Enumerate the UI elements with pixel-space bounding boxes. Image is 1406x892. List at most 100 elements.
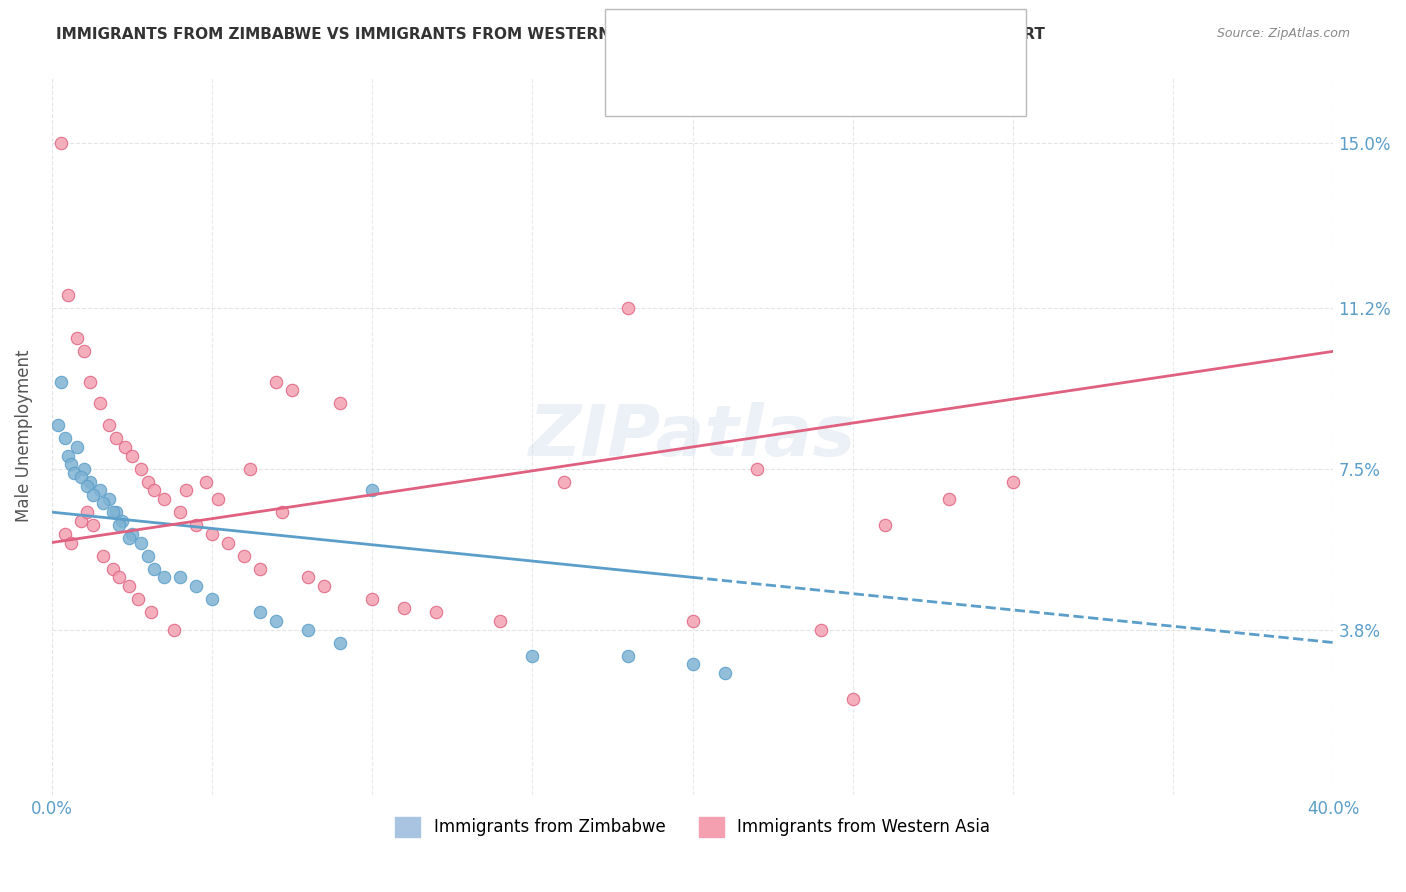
Point [108, 518, 131, 533]
Point [617, 648, 640, 663]
Point [682, 614, 704, 628]
Point [249, 562, 271, 576]
Point [98, 418, 121, 433]
Point [131, 461, 153, 475]
Point [117, 579, 139, 593]
Point [108, 570, 131, 584]
Point [143, 483, 166, 498]
Point [51, 375, 73, 389]
Point [63, 466, 86, 480]
Legend: Immigrants from Zimbabwe, Immigrants from Western Asia: Immigrants from Zimbabwe, Immigrants fro… [388, 810, 997, 844]
Point [139, 605, 162, 619]
Point [184, 518, 207, 533]
Point [873, 518, 896, 533]
Point [104, 505, 127, 519]
Point [239, 461, 262, 475]
Point [264, 614, 287, 628]
Point [297, 570, 319, 584]
Text: N = 37: N = 37 [853, 35, 915, 53]
Point [89, 396, 111, 410]
Point [143, 562, 166, 576]
Point [121, 527, 143, 541]
Point [249, 605, 271, 619]
Point [392, 600, 415, 615]
Point [281, 384, 304, 398]
Point [117, 531, 139, 545]
Point [89, 483, 111, 498]
Point [91, 496, 114, 510]
Point [425, 605, 447, 619]
Point [114, 440, 136, 454]
Point [82, 518, 104, 533]
Point [66, 440, 89, 454]
Point [361, 592, 384, 607]
Point [53, 527, 76, 541]
Point [53, 431, 76, 445]
Point [56, 287, 79, 301]
Point [329, 396, 352, 410]
Point [489, 614, 512, 628]
Point [184, 579, 207, 593]
Text: IMMIGRANTS FROM ZIMBABWE VS IMMIGRANTS FROM WESTERN ASIA MALE UNEMPLOYMENT CORRE: IMMIGRANTS FROM ZIMBABWE VS IMMIGRANTS F… [56, 27, 1045, 42]
Point [121, 449, 143, 463]
Point [131, 535, 153, 549]
Point [297, 623, 319, 637]
Point [73, 461, 96, 475]
Point [59, 458, 82, 472]
Point [101, 505, 124, 519]
Point [264, 375, 287, 389]
Point [169, 505, 191, 519]
Text: ZIPatlas: ZIPatlas [529, 401, 856, 471]
Point [201, 592, 224, 607]
Text: R =   0.347: R = 0.347 [690, 71, 793, 89]
Point [76, 505, 98, 519]
Point [153, 570, 176, 584]
Text: N = 55: N = 55 [853, 71, 915, 89]
Point [104, 431, 127, 445]
Point [82, 488, 104, 502]
Point [56, 449, 79, 463]
Point [842, 692, 865, 706]
Point [136, 549, 159, 563]
Point [169, 570, 191, 584]
Point [59, 535, 82, 549]
Point [233, 549, 256, 563]
Point [682, 657, 704, 672]
Point [127, 592, 149, 607]
Point [101, 562, 124, 576]
Point [713, 665, 735, 680]
Point [194, 475, 217, 489]
Text: Source: ZipAtlas.com: Source: ZipAtlas.com [1216, 27, 1350, 40]
Text: R = -0.094: R = -0.094 [690, 35, 787, 53]
Point [201, 527, 224, 541]
Point [69, 470, 91, 484]
Bar [633, 67, 679, 95]
Point [69, 514, 91, 528]
Point [111, 514, 134, 528]
Point [79, 375, 101, 389]
Point [271, 505, 294, 519]
Point [176, 483, 198, 498]
Point [91, 549, 114, 563]
Point [79, 475, 101, 489]
Point [76, 479, 98, 493]
Point [329, 635, 352, 649]
Point [162, 623, 184, 637]
Point [314, 579, 336, 593]
Point [207, 492, 229, 507]
Y-axis label: Male Unemployment: Male Unemployment [15, 350, 32, 523]
Point [553, 475, 575, 489]
Point [361, 483, 384, 498]
Point [217, 535, 239, 549]
Point [938, 492, 960, 507]
Point [522, 648, 544, 663]
Point [617, 301, 640, 315]
Point [153, 492, 176, 507]
Point [98, 492, 121, 507]
Point [810, 623, 832, 637]
Point [1001, 475, 1024, 489]
Point [51, 136, 73, 150]
Point [136, 475, 159, 489]
Point [46, 418, 69, 433]
Bar [633, 30, 679, 59]
